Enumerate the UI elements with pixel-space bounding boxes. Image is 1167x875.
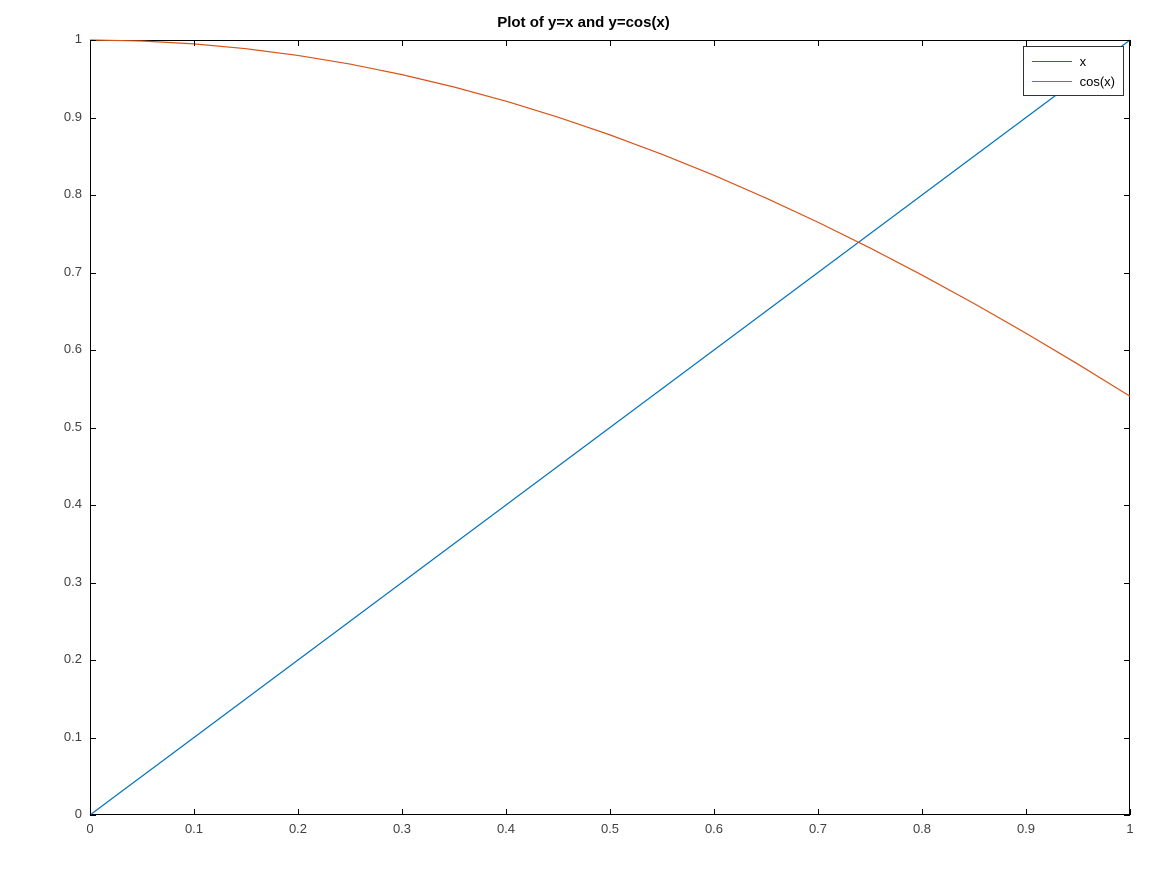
legend: x cos(x)	[1023, 46, 1124, 96]
y-tick-mark	[1124, 195, 1130, 196]
x-tick-mark	[506, 40, 507, 46]
x-tick-mark	[818, 40, 819, 46]
y-tick-mark	[90, 195, 96, 196]
y-tick-label: 0.2	[64, 651, 82, 666]
x-tick-mark	[1026, 40, 1027, 46]
y-tick-mark	[1124, 273, 1130, 274]
y-tick-mark	[90, 273, 96, 274]
y-tick-mark	[90, 815, 96, 816]
x-tick-label: 0.2	[278, 821, 318, 836]
x-tick-mark	[714, 809, 715, 815]
legend-swatch-x	[1032, 61, 1072, 62]
y-tick-label: 0.5	[64, 419, 82, 434]
x-tick-label: 0	[70, 821, 110, 836]
x-tick-label: 1	[1110, 821, 1150, 836]
legend-item-cosx: cos(x)	[1032, 71, 1115, 91]
y-tick-mark	[1124, 738, 1130, 739]
y-tick-label: 0	[75, 806, 82, 821]
y-tick-label: 0.3	[64, 574, 82, 589]
x-tick-mark	[610, 40, 611, 46]
x-tick-mark	[298, 40, 299, 46]
x-tick-mark	[922, 40, 923, 46]
x-tick-label: 0.4	[486, 821, 526, 836]
y-tick-mark	[1124, 583, 1130, 584]
x-tick-mark	[1026, 809, 1027, 815]
x-tick-mark	[818, 809, 819, 815]
x-tick-mark	[1130, 809, 1131, 815]
y-tick-mark	[90, 505, 96, 506]
y-tick-mark	[1124, 505, 1130, 506]
y-tick-label: 0.6	[64, 341, 82, 356]
y-tick-mark	[1124, 40, 1130, 41]
y-tick-label: 0.1	[64, 729, 82, 744]
y-tick-label: 0.9	[64, 109, 82, 124]
legend-label-cosx: cos(x)	[1080, 74, 1115, 89]
y-tick-mark	[1124, 118, 1130, 119]
x-tick-mark	[714, 40, 715, 46]
x-tick-label: 0.9	[1006, 821, 1046, 836]
x-tick-mark	[402, 809, 403, 815]
series-line-x	[90, 40, 1130, 815]
y-tick-label: 0.8	[64, 186, 82, 201]
x-tick-label: 0.5	[590, 821, 630, 836]
legend-swatch-cosx	[1032, 81, 1072, 82]
x-tick-label: 0.1	[174, 821, 214, 836]
x-tick-mark	[194, 809, 195, 815]
y-tick-label: 0.7	[64, 264, 82, 279]
y-tick-mark	[1124, 660, 1130, 661]
x-tick-label: 0.6	[694, 821, 734, 836]
y-tick-mark	[90, 428, 96, 429]
y-tick-mark	[90, 40, 96, 41]
legend-label-x: x	[1080, 54, 1087, 69]
y-tick-mark	[90, 660, 96, 661]
x-tick-label: 0.3	[382, 821, 422, 836]
y-tick-mark	[90, 118, 96, 119]
y-tick-label: 0.4	[64, 496, 82, 511]
x-tick-mark	[922, 809, 923, 815]
x-tick-label: 0.8	[902, 821, 942, 836]
x-tick-mark	[610, 809, 611, 815]
x-tick-mark	[298, 809, 299, 815]
y-tick-mark	[90, 350, 96, 351]
y-tick-mark	[1124, 350, 1130, 351]
legend-item-x: x	[1032, 51, 1115, 71]
figure: Plot of y=x and y=cos(x) x cos(x) 00.10.…	[0, 0, 1167, 875]
x-tick-mark	[402, 40, 403, 46]
y-tick-label: 1	[75, 31, 82, 46]
x-tick-mark	[506, 809, 507, 815]
x-tick-mark	[1130, 40, 1131, 46]
y-tick-mark	[1124, 815, 1130, 816]
x-tick-mark	[194, 40, 195, 46]
y-tick-mark	[90, 738, 96, 739]
x-tick-label: 0.7	[798, 821, 838, 836]
y-tick-mark	[1124, 428, 1130, 429]
series-line-cosx	[90, 40, 1130, 396]
plot-area	[0, 0, 1167, 875]
y-tick-mark	[90, 583, 96, 584]
